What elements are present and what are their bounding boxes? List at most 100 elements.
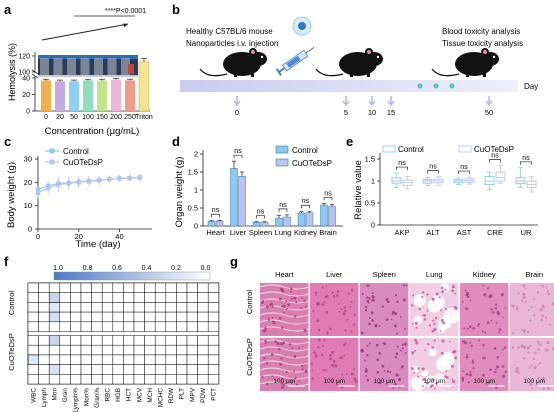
heatmap-cell [197,302,209,313]
nucleus-mark [353,377,357,381]
nucleus-mark [315,356,317,359]
nucleus-mark [527,351,530,354]
nucleus-mark [421,385,424,388]
heatmap-cell [91,321,103,332]
nucleus-mark [311,377,314,380]
nucleus-mark [435,292,439,296]
nucleus-mark [452,380,456,384]
nucleus-mark [344,329,347,332]
heatmap-cell [176,354,188,365]
heatmap-cell [80,311,92,323]
nucleus-mark [517,292,520,295]
heatmap-column-label: Mon% [83,388,90,406]
nucleus-mark [366,378,370,382]
nucleus-mark [321,344,324,348]
nucleus-mark [540,318,543,322]
legend-swatch-control [382,145,396,153]
nucleus-mark [293,296,297,300]
nucleus-mark [270,302,273,306]
nucleus-mark [489,368,492,372]
heatmap-cell [207,282,220,293]
nucleus-mark [354,380,358,383]
y-tick-label: 1 [194,186,198,195]
nucleus-mark [518,346,521,349]
test-tube-red-icon [128,64,134,74]
fiber-mark [259,367,309,373]
nucleus-mark [522,292,526,296]
heatmap-cell [112,311,124,323]
nucleus-mark [281,326,284,330]
heatmap-cell [112,364,124,375]
heatmap-cell [80,344,92,356]
data-point [107,177,112,182]
heatmap-column-labels: WBC Lymph Mon Gran Lymph% Mon% Gran% RBC HGB HCT M… [30,387,217,412]
x-tick-label: Liver [230,228,247,237]
nucleus-mark [536,340,540,343]
nucleus-mark [316,319,320,323]
heatmap-cell [165,354,177,365]
nucleus-mark [295,301,298,304]
nucleus-mark [415,341,419,345]
heatmap-cell [48,311,61,323]
nucleus-mark [338,310,341,313]
nucleus-mark [361,292,364,295]
nucleus-mark [489,294,493,298]
nucleus-mark [364,359,366,362]
heatmap-cell [38,321,50,332]
nucleus-mark [501,374,506,378]
tissue-label: Heart [275,270,294,279]
nucleus-mark [314,294,317,297]
nucleus-mark [352,323,356,326]
nucleus-mark [511,304,514,307]
test-tube-icon [40,58,49,75]
nucleus-mark [545,316,548,319]
nucleus-mark [293,355,297,359]
nucleus-mark [350,289,354,292]
nucleus-mark [493,347,497,350]
y-tick-label: 2 [194,150,198,159]
sig-bracket [211,213,220,218]
heatmap-cell [176,321,188,332]
heatmap-cell [27,292,39,303]
sig-bracket [489,159,501,163]
heatmap-cell [91,335,103,346]
day-mark-label: 5 [344,108,348,117]
nucleus-mark [328,353,332,357]
nucleus-mark [338,302,341,305]
nucleus-mark [325,331,329,335]
nucleus-mark [280,342,284,346]
panel-c-legend: Control CuOTeDsP [45,147,103,167]
nucleus-mark [381,305,384,308]
day-arrow-icon [342,96,350,107]
nucleus-mark [340,356,344,359]
heatmap-cell [165,374,177,385]
heatmap-cell [133,344,145,356]
histology-tiles: Heart 100 μm Liver 100 μm Spleen 100 μm Lung 10… [259,270,554,391]
heatmap-cell [197,344,209,356]
nucleus-mark [487,287,490,290]
nucleus-mark [280,357,283,360]
bar [215,220,224,227]
nucleus-mark [393,324,397,328]
nucleus-mark [497,312,501,316]
day-arrow-icon [368,96,376,107]
heatmap-cell [133,311,145,323]
nucleus-mark [303,299,306,303]
y-tick-label: 20 [24,178,32,187]
heatmap-cell [144,374,156,385]
legend-swatch-cuo [275,158,289,167]
nucleus-mark [303,364,306,367]
bar [55,81,65,111]
sig-bracket [278,208,288,212]
nucleus-mark [350,330,353,333]
panel-c-ticks: 0 10 20 30 0 20 40 [24,155,124,242]
panel-e-legend-cuo: CuOTeDsP [474,145,514,154]
heatmap-cell [70,354,82,365]
sig-label: ns [491,153,499,160]
heatmap-cell [207,374,220,385]
nucleus-mark [303,328,307,332]
y-tick-label: 10 [24,201,32,210]
heatmap-cell [112,374,124,385]
nucleus-mark [396,332,398,335]
fiber-mark [259,312,309,318]
